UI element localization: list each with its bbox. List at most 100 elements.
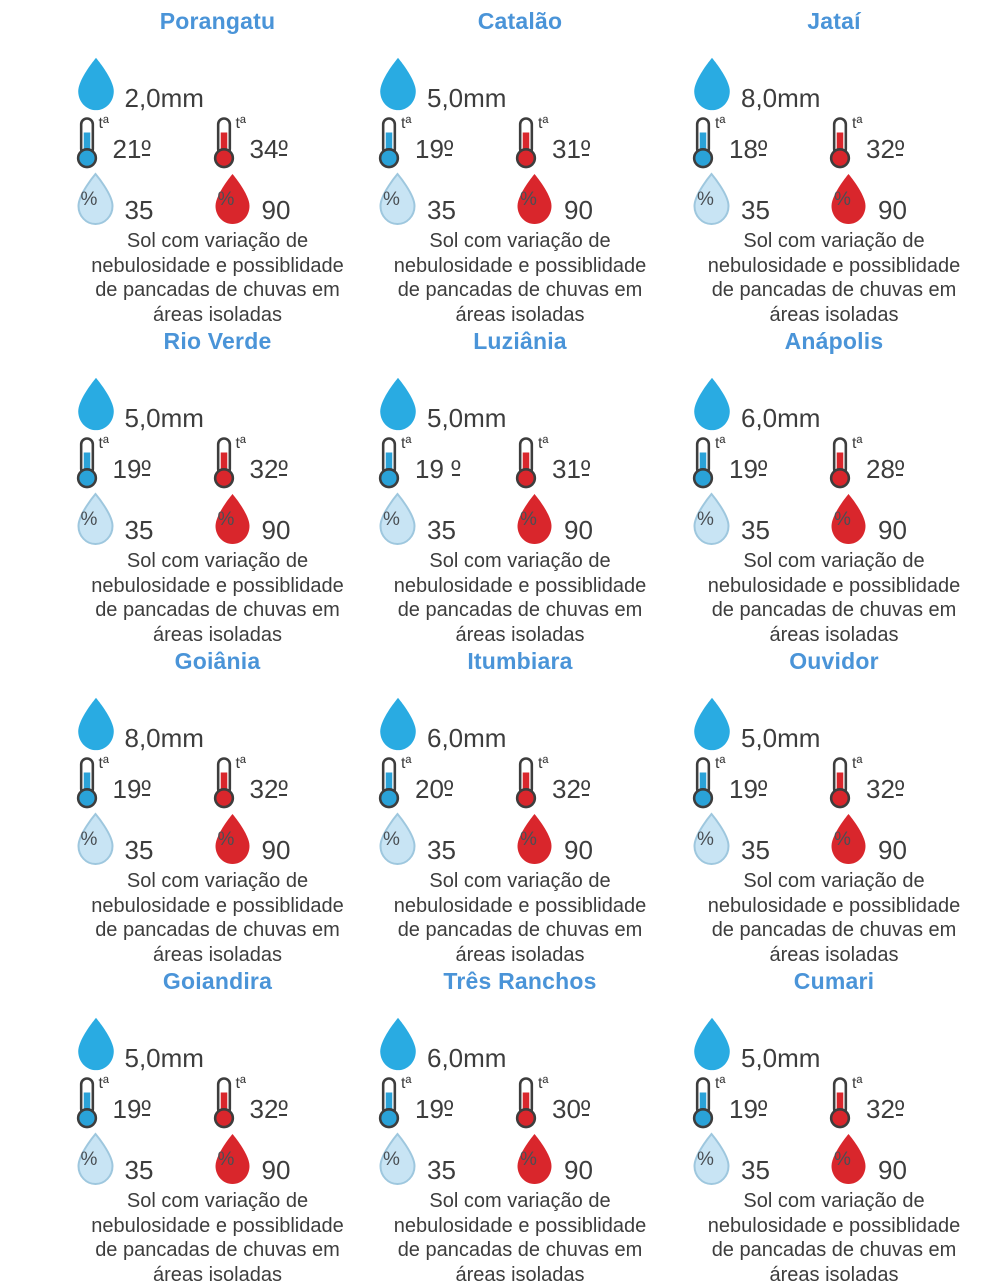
temperature-symbol: tª [401, 1075, 411, 1093]
description-line: nebulosidade e possiblidade [73, 1214, 363, 1239]
min-thermometer-icon [375, 436, 403, 490]
max-humidity: % 90 [826, 491, 979, 546]
max-temp-value: 31º [552, 136, 590, 162]
rain-forecast-row: 2,0mm [73, 55, 363, 113]
max-temp-value: 28º [866, 456, 904, 482]
min-temp-number: 19 [729, 454, 758, 484]
min-temp-value: 21º [113, 136, 151, 162]
max-temp-number: 28 [866, 454, 895, 484]
max-temperature: tª 32º [512, 755, 665, 811]
city-forecast-card: Luziânia 5,0mm tª 19 º [375, 320, 665, 640]
description-line: Sol com variação de [689, 869, 979, 894]
humidity-drop-red-icon: % [826, 172, 871, 226]
description-line: nebulosidade e possiblidade [73, 254, 363, 279]
min-thermometer-icon [73, 756, 101, 810]
min-humidity-value: 35 [125, 197, 154, 223]
percent-symbol: % [834, 509, 851, 531]
rain-forecast-row: 5,0mm [73, 375, 363, 433]
temperature-row: tª 19º tª 30º [375, 1075, 665, 1131]
rain-amount: 5,0mm [125, 1045, 204, 1071]
city-name: Rio Verde [73, 328, 363, 354]
description-line: áreas isoladas [73, 1263, 363, 1287]
rain-forecast-row: 6,0mm [375, 1015, 665, 1073]
description-line: nebulosidade e possiblidade [689, 574, 979, 599]
temperature-symbol: tª [236, 115, 246, 133]
rain-amount: 8,0mm [741, 85, 820, 111]
humidity-drop-light-icon: % [375, 1132, 420, 1186]
min-temperature: tª 19º [375, 115, 512, 171]
degree-ordinal: º [141, 774, 151, 804]
description-line: nebulosidade e possiblidade [375, 574, 665, 599]
max-humidity: % 90 [826, 171, 979, 226]
percent-symbol: % [218, 1149, 235, 1171]
temperature-symbol: tª [538, 435, 548, 453]
temperature-row: tª 19º tª 32º [689, 1075, 979, 1131]
temperature-row: tª 20º tª 32º [375, 755, 665, 811]
min-humidity-value: 35 [427, 1157, 456, 1183]
description-line: áreas isoladas [375, 1263, 665, 1287]
description-line: de pancadas de chuvas em [375, 1238, 665, 1263]
description-line: áreas isoladas [689, 1263, 979, 1287]
min-temperature: tª 19º [375, 1075, 512, 1131]
description-line: de pancadas de chuvas em [73, 598, 363, 623]
max-temp-number: 31 [552, 454, 581, 484]
max-thermometer-icon [210, 1076, 238, 1130]
min-temperature: tª 21º [73, 115, 210, 171]
humidity-drop-red-icon: % [210, 812, 255, 866]
degree-ordinal: º [581, 134, 591, 164]
max-temperature: tª 32º [826, 1075, 979, 1131]
temperature-symbol: tª [99, 435, 109, 453]
max-temperature: tª 32º [210, 755, 363, 811]
percent-symbol: % [218, 829, 235, 851]
min-temperature: tª 18º [689, 115, 826, 171]
degree-ordinal: º [758, 454, 768, 484]
min-temp-number: 19 [729, 774, 758, 804]
city-forecast-card: Goiandira 5,0mm tª 19º [73, 960, 363, 1280]
degree-ordinal: º [895, 1094, 905, 1124]
forecast-description: Sol com variação de nebulosidade e possi… [73, 869, 363, 967]
description-line: Sol com variação de [375, 549, 665, 574]
humidity-drop-light-icon: % [689, 1132, 734, 1186]
max-temp-value: 32º [552, 776, 590, 802]
min-humidity-value: 35 [741, 517, 770, 543]
max-thermometer-icon [826, 756, 854, 810]
temperature-row: tª 21º tª 34º [73, 115, 363, 171]
forecast-description: Sol com variação de nebulosidade e possi… [73, 1189, 363, 1287]
min-humidity: % 35 [689, 171, 826, 226]
humidity-drop-light-icon: % [73, 1132, 118, 1186]
description-line: de pancadas de chuvas em [375, 598, 665, 623]
percent-symbol: % [383, 189, 400, 211]
max-temp-value: 32º [866, 136, 904, 162]
max-thermometer-icon [826, 1076, 854, 1130]
forecast-description: Sol com variação de nebulosidade e possi… [375, 549, 665, 647]
degree-ordinal: º [758, 1094, 768, 1124]
rain-drop-icon [689, 695, 735, 753]
max-temp-number: 32 [250, 774, 279, 804]
city-name: Ouvidor [689, 648, 979, 674]
max-temp-number: 32 [866, 774, 895, 804]
degree-ordinal: º [758, 774, 768, 804]
max-humidity-value: 90 [262, 1157, 291, 1183]
min-temperature: tª 20º [375, 755, 512, 811]
temperature-symbol: tª [401, 755, 411, 773]
min-humidity: % 35 [689, 491, 826, 546]
temperature-row: tª 18º tª 32º [689, 115, 979, 171]
city-name: Goiânia [73, 648, 363, 674]
rain-forecast-row: 5,0mm [375, 55, 665, 113]
rain-drop-icon [375, 1015, 421, 1073]
max-temperature: tª 30º [512, 1075, 665, 1131]
temperature-symbol: tª [538, 1075, 548, 1093]
rain-forecast-row: 5,0mm [689, 1015, 979, 1073]
max-thermometer-icon [826, 436, 854, 490]
forecast-description: Sol com variação de nebulosidade e possi… [375, 1189, 665, 1287]
max-temp-value: 32º [250, 776, 288, 802]
forecast-description: Sol com variação de nebulosidade e possi… [689, 549, 979, 647]
description-line: de pancadas de chuvas em [689, 598, 979, 623]
rain-drop-icon [375, 695, 421, 753]
description-line: Sol com variação de [375, 1189, 665, 1214]
humidity-drop-red-icon: % [512, 812, 557, 866]
max-thermometer-icon [512, 436, 540, 490]
min-temp-value: 19º [415, 136, 453, 162]
city-name: Itumbiara [375, 648, 665, 674]
humidity-drop-light-icon: % [375, 172, 420, 226]
